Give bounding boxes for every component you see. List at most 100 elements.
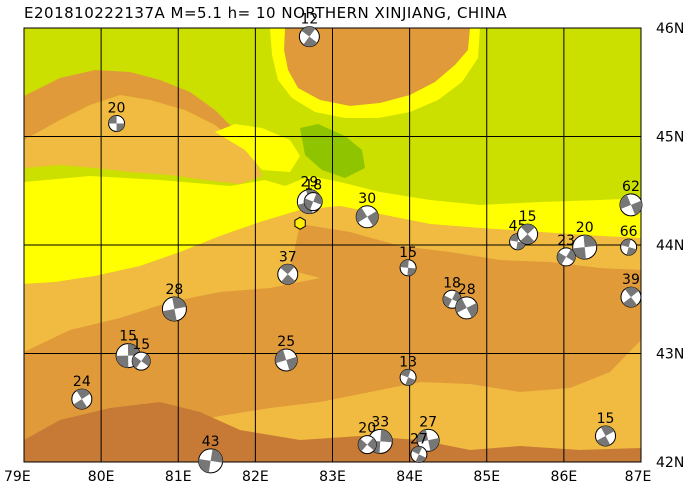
beachball-quadrant (400, 369, 411, 378)
beachball-quadrant (172, 297, 187, 310)
event-depth-label: 15 (119, 329, 137, 345)
event-depth-label: 39 (622, 272, 640, 288)
beachball-quadrant (428, 438, 440, 452)
focal-mechanism[interactable]: 15 (517, 209, 539, 245)
event-depth-label: 15 (132, 337, 150, 353)
lon-label: 86E (551, 469, 578, 485)
event-depth-label: 30 (358, 191, 376, 207)
beachball-quadrant (520, 234, 535, 245)
focal-mechanism[interactable]: 12 (298, 12, 320, 48)
beachball-quadrant (630, 200, 642, 216)
beachball-quadrant (356, 207, 368, 223)
map-border (23, 27, 642, 463)
focal-mechanism[interactable]: 24 (71, 374, 93, 410)
beachball-quadrant (596, 435, 611, 446)
focal-mechanism[interactable]: 28 (161, 282, 187, 322)
beachball-quadrant (303, 36, 318, 47)
lon-label: 80E (88, 469, 115, 485)
event-depth-label: 27 (419, 414, 437, 430)
event-depth-label: 18 (443, 275, 461, 291)
beachball-quadrant (557, 252, 567, 265)
beachball-quadrant (415, 454, 427, 463)
beachball-quadrant (407, 267, 417, 276)
event-depth-label: 43 (202, 434, 220, 450)
event-depth-label: 18 (304, 178, 322, 194)
beachball-quadrant (210, 449, 223, 463)
beachball-quadrant (600, 425, 615, 436)
lat-label: 46N (656, 21, 684, 37)
beachball-quadrant (405, 377, 416, 386)
focal-mechanism[interactable]: 30 (355, 191, 379, 229)
focal-mechanism[interactable]: 25 (274, 334, 298, 372)
focal-mechanism[interactable]: 23 (556, 233, 576, 267)
beachball-quadrant (443, 295, 453, 308)
beachball-quadrant (162, 309, 177, 322)
beachball-quadrant (313, 193, 323, 205)
beachball-quadrant (623, 297, 638, 308)
beachball-quadrant (132, 355, 142, 369)
beachball-quadrant (516, 241, 526, 250)
focal-mechanism[interactable]: 20 (108, 100, 126, 132)
focal-mechanism[interactable]: 15 (131, 337, 151, 371)
event-depth-label: 37 (279, 249, 297, 265)
beachball-quadrant (624, 287, 639, 298)
event-depth-label: 20 (108, 100, 126, 116)
event-depth-label: 66 (620, 224, 638, 240)
focal-mechanism[interactable]: 18 (303, 178, 323, 212)
beachball-quadrant (116, 355, 129, 368)
event-depth-label: 20 (576, 220, 594, 236)
beachball-quadrant (455, 298, 467, 313)
lat-label: 43N (656, 347, 684, 363)
event-depth-label: 24 (73, 374, 91, 390)
beachball-quadrant (367, 437, 377, 451)
focal-mechanism[interactable]: 27 (410, 431, 428, 463)
beachball-quadrant (509, 233, 519, 242)
event-title: E201810222137A M=5.1 h= 10 NORTHERN XINJ… (24, 4, 508, 22)
longitude-labels: 79E 80E 81E 82E 83E 84E 85E 86E 87E (4, 469, 651, 485)
beachball-quadrant (466, 302, 478, 318)
beachball-quadrant (620, 239, 631, 248)
beachball-quadrant (73, 399, 88, 410)
focal-mechanism[interactable]: 66 (620, 224, 638, 256)
focal-mechanism[interactable]: 20 (572, 220, 598, 260)
event-depth-label: 23 (557, 233, 575, 249)
focal-mechanism[interactable]: 62 (619, 179, 643, 217)
beachball-quadrant (141, 353, 151, 367)
focal-mechanism[interactable]: 27 (416, 414, 440, 452)
focal-mechanism[interactable]: 43 (198, 434, 224, 474)
mountain-north-center (284, 28, 470, 106)
beachball-quadrant (286, 356, 298, 371)
beachball-quadrant (76, 389, 91, 400)
beachball-quadrant (380, 429, 393, 443)
epicenter-marker[interactable] (294, 216, 306, 230)
event-depth-label: 62 (622, 179, 640, 195)
lon-label: 85E (473, 469, 500, 485)
focal-mechanism[interactable]: 15 (595, 411, 617, 447)
lat-label: 45N (656, 130, 684, 146)
event-depth-label: 28 (165, 282, 183, 298)
focal-mechanism[interactable]: 28 (455, 282, 479, 320)
focal-mechanism[interactable]: 15 (399, 245, 417, 277)
event-depth-label: 29 (300, 175, 318, 191)
lat-label: 44N (656, 238, 684, 254)
event-depth-label: 15 (519, 209, 537, 225)
lon-label: 84E (396, 469, 423, 485)
beachball-quadrant (400, 259, 409, 268)
latitude-labels: 46N 45N 44N 43N 42N (656, 21, 684, 471)
event-depth-label: 13 (399, 354, 417, 370)
beachball-quadrant (626, 247, 637, 256)
focal-mechanism[interactable]: 39 (620, 272, 642, 308)
focal-mechanism[interactable]: 37 (277, 249, 299, 285)
beachball-quadrant (572, 247, 586, 260)
focal-mechanism[interactable]: 13 (399, 354, 417, 386)
lon-label: 87E (625, 469, 652, 485)
mountain-northwest-core (24, 70, 240, 145)
beachball-quadrant (367, 210, 379, 227)
lat-label: 42N (656, 455, 684, 471)
focal-mechanism[interactable]: 20 (357, 421, 377, 455)
event-depth-label: 15 (399, 245, 417, 261)
beachball-quadrant (417, 429, 429, 443)
